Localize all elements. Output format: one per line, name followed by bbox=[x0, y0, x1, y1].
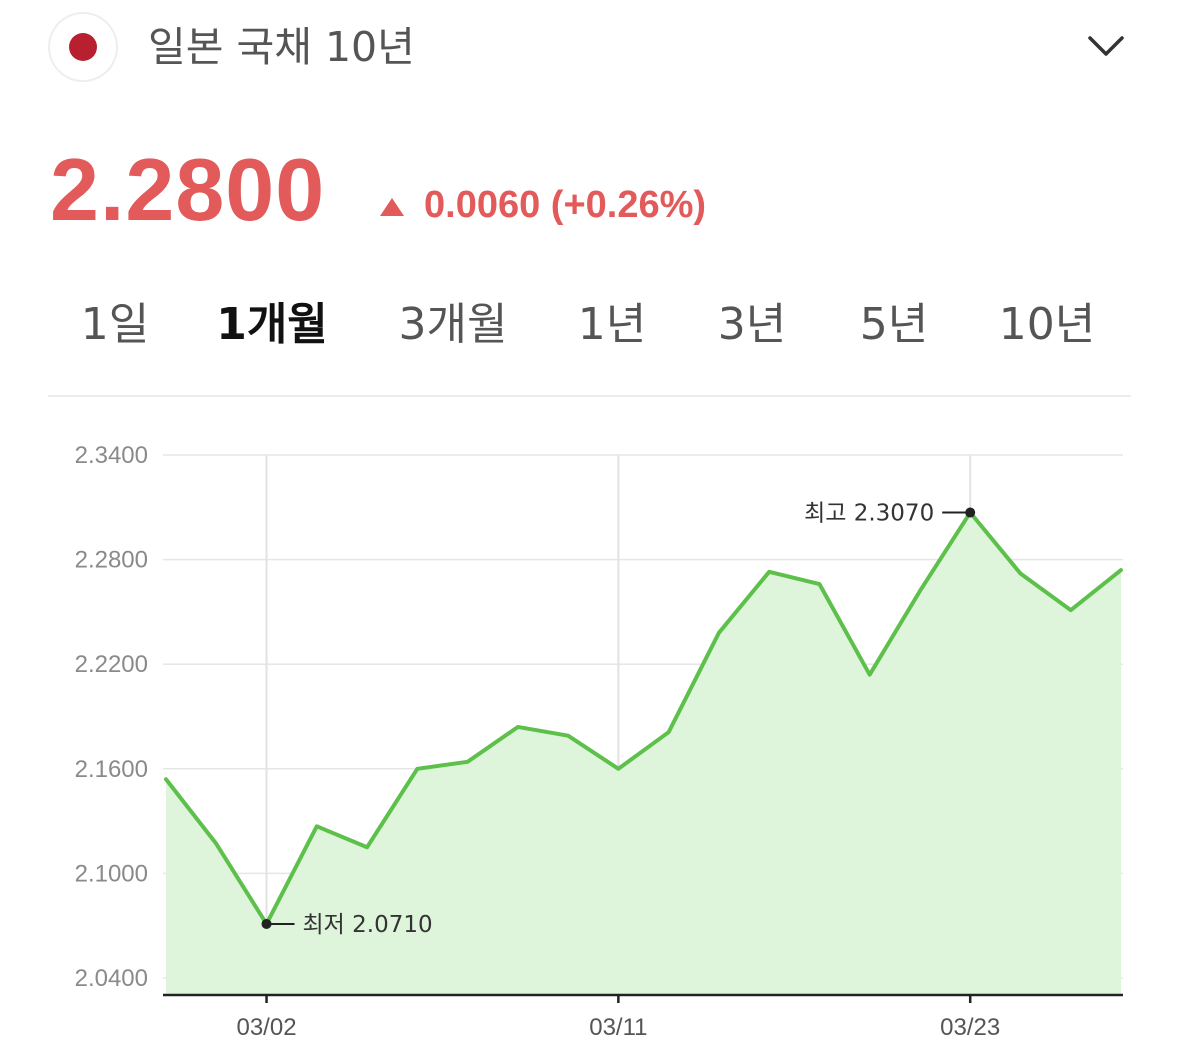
annotation-label-1: 최고 2.3070 bbox=[804, 501, 934, 527]
yield-chart: 2.3400 2.2800 2.2200 2.1600 2.1000 2.0400 03/0… bbox=[75, 442, 1123, 1041]
tab-4[interactable]: 3년 bbox=[717, 299, 787, 350]
y-tick-label-1: 2.2800 bbox=[75, 547, 148, 574]
tab-2[interactable]: 3개월 bbox=[398, 299, 508, 350]
y-tick-label-2: 2.2200 bbox=[75, 651, 148, 678]
y-tick-label-4: 2.1000 bbox=[75, 860, 148, 887]
tab-3[interactable]: 1년 bbox=[577, 299, 647, 350]
divider bbox=[48, 395, 1131, 397]
flag-circle bbox=[69, 33, 97, 61]
japan-flag-icon bbox=[48, 12, 118, 82]
chevron-down-icon[interactable] bbox=[1084, 24, 1128, 68]
price-change: 0.0060 (+0.26%) bbox=[424, 184, 707, 226]
quote-summary: 2.2800 0.0060 (+0.26%) bbox=[50, 140, 950, 240]
tab-1[interactable]: 1개월 bbox=[216, 299, 328, 350]
area-fill bbox=[166, 512, 1121, 995]
y-tick-label-5: 2.0400 bbox=[75, 965, 148, 992]
x-tick-label-1: 03/11 bbox=[589, 1014, 647, 1041]
tab-5[interactable]: 5년 bbox=[859, 299, 929, 350]
tab-0[interactable]: 1일 bbox=[80, 299, 150, 350]
y-tick-label-3: 2.1600 bbox=[75, 756, 148, 783]
instrument-title: 일본 국채 10년 bbox=[148, 23, 415, 71]
x-tick-label-2: 03/23 bbox=[940, 1014, 1000, 1041]
period-tabs: 1일 1개월 3개월 1년 3년 5년 10년 bbox=[48, 290, 1130, 360]
up-triangle-icon bbox=[380, 198, 404, 216]
annotation-point-1 bbox=[965, 507, 976, 518]
tab-6[interactable]: 10년 bbox=[998, 299, 1096, 350]
series-line bbox=[164, 510, 1123, 926]
instrument-header[interactable]: 일본 국채 10년 bbox=[48, 12, 1138, 82]
current-price: 2.2800 bbox=[50, 140, 326, 239]
annotation-label-0: 최저 2.0710 bbox=[303, 912, 433, 938]
annotation-point-0 bbox=[261, 918, 272, 929]
y-tick-label-0: 2.3400 bbox=[75, 442, 148, 469]
x-tick-label-0: 03/02 bbox=[236, 1014, 296, 1041]
